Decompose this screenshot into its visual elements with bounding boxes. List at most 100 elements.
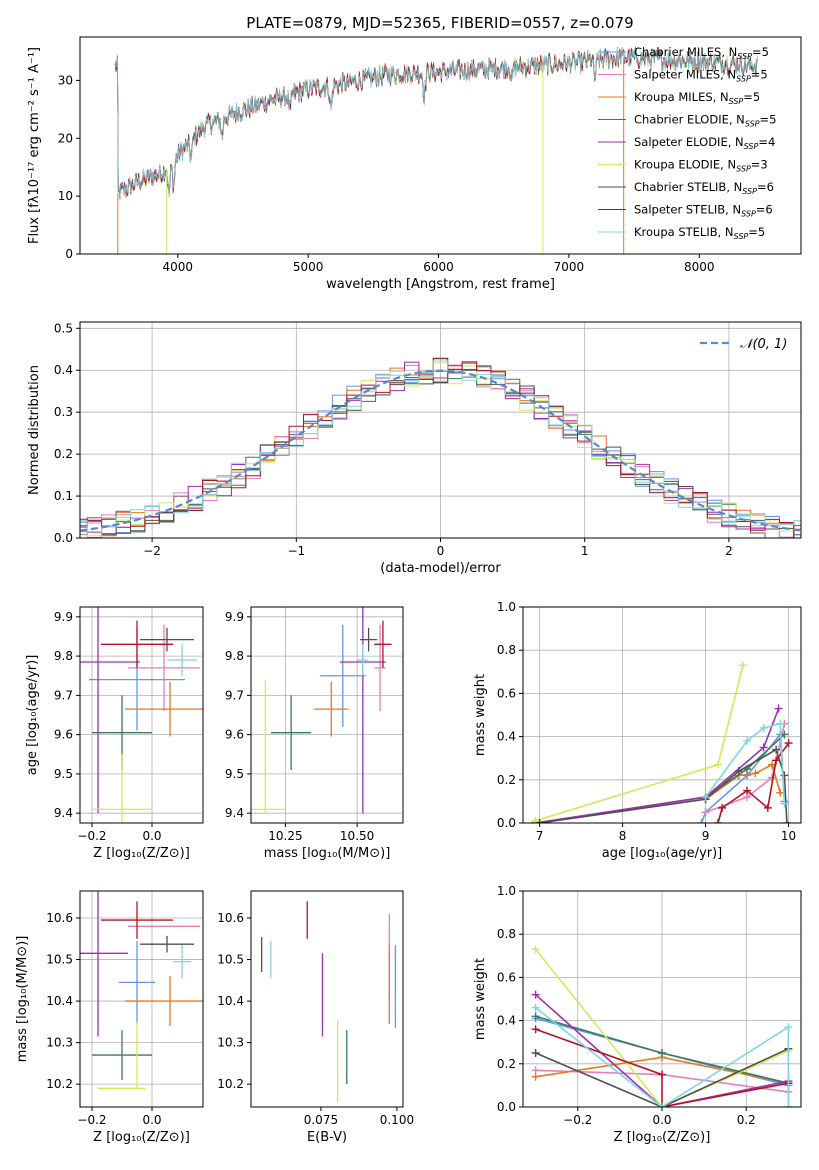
gaussian-legend-label: 𝒩(0, 1) — [740, 337, 787, 352]
legend-label: Kroupa MILES, NSSP=5 — [634, 90, 760, 106]
y-tick-label: 10.5 — [46, 953, 73, 967]
y-tick-label: 0.0 — [497, 816, 516, 830]
y-tick-label: 0.6 — [497, 970, 516, 984]
weight-marker — [784, 1103, 793, 1107]
spectrum-data — [114, 46, 758, 254]
age_vs_mass-data — [251, 607, 392, 814]
y-tick-label: 9.7 — [54, 688, 73, 702]
mass_vs_ebv-data — [260, 901, 397, 1103]
weight-marker — [780, 730, 789, 739]
weight-line-kroupa_stelib — [535, 1006, 790, 1107]
weight-marker — [776, 719, 785, 728]
age_vs_mass-panel: 10.25 10.50 9.4 9.5 9.6 9.7 9.8 9.9 mass [log₁₀(… — [225, 606, 404, 861]
weight-marker — [531, 816, 540, 823]
weight-marker — [697, 819, 706, 823]
weight-marker — [743, 786, 752, 795]
y-axis-label: Normed distribution — [27, 365, 42, 495]
x-axis-label: Z [log₁₀(Z/Z⊙)] — [614, 1130, 711, 1145]
x-tick-label: 0.2 — [737, 1113, 756, 1127]
y-tick-label: 10.2 — [217, 1077, 244, 1091]
weight-marker — [782, 819, 791, 823]
y-tick-label: 9.9 — [54, 610, 73, 624]
y-tick-label: 0.8 — [497, 927, 516, 941]
x-tick-label: 10 — [781, 829, 796, 843]
weight-line-chabrier_stelib — [535, 1047, 789, 1107]
x-axis-label: mass [log₁₀(M/M⊙)] — [264, 846, 391, 861]
weight-marker — [701, 793, 710, 802]
x-tick-label: 1 — [581, 544, 589, 558]
weight_vs_age-panel: 7 8 9 10 0.0 0.2 0.4 0.6 0.8 1.0 age [log₁₀(age/yr… — [473, 600, 802, 861]
plot-frame — [79, 890, 204, 1108]
residuals-panel: −2 −1 0 1 2 0.0 0.1 0.2 0.3 0.4 0.5 (data-model)/er… — [27, 321, 802, 576]
y-tick-label: 10.4 — [217, 994, 244, 1008]
weight-marker — [718, 803, 727, 812]
weight-marker — [531, 1072, 540, 1081]
legend-label: Salpeter ELODIE, NSSP=4 — [634, 135, 775, 151]
y-tick-label: 0.4 — [54, 363, 73, 377]
figure-title: PLATE=0879, MJD=52365, FIBERID=0557, z=0… — [246, 14, 633, 32]
y-tick-label: 9.4 — [54, 806, 73, 820]
spectrum-legend: Chabrier MILES, NSSP=5 Salpeter MILES, NS… — [598, 45, 776, 241]
y-tick-label: 0.2 — [54, 447, 73, 461]
histogram-salpeter_stelib — [80, 357, 801, 538]
x-axis-label: age [log₁₀(age/yr)] — [602, 846, 723, 861]
x-axis-label: (data-model)/error — [380, 561, 501, 576]
y-tick-label: 9.8 — [225, 649, 244, 663]
gaussian-curve — [80, 369, 801, 532]
x-tick-label: 0.0 — [142, 829, 161, 843]
x-tick-label: 5000 — [293, 260, 324, 274]
y-tick-label: 0.2 — [497, 773, 516, 787]
plot-frame — [79, 606, 204, 824]
legend-label: Chabrier ELODIE, NSSP=5 — [634, 113, 776, 129]
y-tick-label: 0.0 — [54, 531, 73, 545]
y-tick-label: 0.5 — [54, 321, 73, 335]
y-tick-label: 20 — [58, 131, 73, 145]
x-axis-label: E(B-V) — [307, 1130, 347, 1145]
x-tick-label: 9 — [702, 829, 710, 843]
histogram-chabrier_stelib — [80, 366, 801, 536]
weight_vs_Z-data — [531, 945, 793, 1107]
weight-marker — [531, 1025, 540, 1034]
weight-marker — [658, 1049, 666, 1057]
y-tick-label: 0.6 — [497, 686, 516, 700]
weight-marker — [531, 990, 540, 999]
weight-marker — [759, 723, 768, 732]
y-tick-label: 30 — [58, 73, 73, 87]
y-tick-label: 9.9 — [225, 610, 244, 624]
y-tick-label: 10.5 — [217, 953, 244, 967]
age_vs_Z-data — [80, 607, 203, 823]
weight_vs_age-data — [531, 661, 793, 823]
x-tick-label: 4000 — [163, 260, 194, 274]
mass_vs_Z-panel: −0.2 0.0 10.2 10.3 10.4 10.5 10.6 Z [log₁₀(Z/Z⊙… — [15, 890, 204, 1145]
x-tick-label: 6000 — [423, 260, 454, 274]
spectrum-line-kroupa_stelib — [114, 47, 758, 198]
y-tick-label: 9.6 — [225, 728, 244, 742]
x-tick-label: −2 — [143, 544, 161, 558]
y-tick-label: 10.4 — [46, 994, 73, 1008]
legend-label: Kroupa STELIB, NSSP=5 — [634, 225, 765, 241]
legend-label: Salpeter STELIB, NSSP=6 — [634, 203, 773, 219]
spectrum-panel: 4000 5000 6000 7000 8000 0 10 20 30 wavelength [A… — [27, 36, 802, 292]
weight-marker — [776, 788, 785, 797]
weight-marker — [734, 767, 743, 776]
x-tick-label: −0.2 — [77, 1113, 106, 1127]
y-tick-label: 10.3 — [46, 1036, 73, 1050]
x-tick-label: 10.25 — [268, 829, 302, 843]
x-tick-label: 7 — [536, 829, 544, 843]
x-tick-label: −0.2 — [563, 1113, 592, 1127]
weight-marker — [763, 803, 772, 812]
y-axis-label: age [log₁₀(age/yr)] — [25, 655, 40, 776]
weight-line-salpeter_elodie — [535, 708, 780, 823]
age_vs_Z-panel: −0.2 0.0 9.4 9.5 9.6 9.7 9.8 9.9 Z [log₁₀(Z/Z⊙)]… — [25, 606, 204, 861]
weight_vs_Z-panel: −0.2 0.0 0.2 0.0 0.2 0.4 0.6 0.8 1.0 Z [log₁₀(Z/Z… — [473, 884, 802, 1145]
histogram-kroupa_stelib — [80, 360, 801, 538]
x-axis-label: wavelength [Angstrom, rest frame] — [326, 277, 555, 292]
weight-marker — [784, 1023, 793, 1032]
weight-line-kroupa_elodie — [535, 665, 744, 822]
histogram-salpeter_elodie — [80, 361, 801, 538]
weight-marker — [714, 760, 723, 769]
y-tick-label: 0 — [65, 247, 73, 261]
plot-frame — [522, 606, 802, 824]
legend-label: Kroupa ELODIE, NSSP=3 — [634, 158, 768, 174]
